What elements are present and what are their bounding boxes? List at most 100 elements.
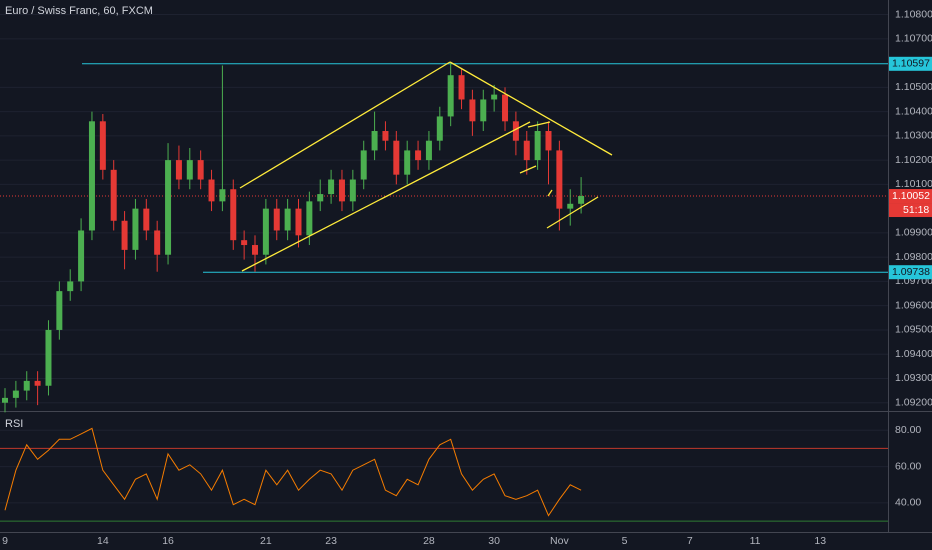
candle-body — [230, 189, 237, 241]
y-tick-label: 1.10200 — [895, 154, 932, 166]
countdown-label: 51:18 — [903, 204, 929, 216]
candle-body — [175, 160, 182, 180]
y-tick-label: 80.00 — [895, 424, 921, 436]
candle-body — [143, 208, 150, 231]
candle-body — [328, 179, 335, 195]
price-tag-label: 1.10597 — [892, 58, 930, 70]
trendline — [547, 189, 553, 197]
y-tick-label: 1.09300 — [895, 372, 932, 384]
y-tick-label: 1.09800 — [895, 251, 932, 263]
candle-body — [491, 94, 498, 100]
candle-body — [578, 196, 585, 204]
y-tick-label: 1.09400 — [895, 348, 932, 360]
candle-body — [523, 140, 530, 161]
x-tick-label: Nov — [550, 535, 569, 547]
x-tick-label: 14 — [97, 535, 109, 547]
candle-body — [349, 179, 356, 202]
candle-body — [99, 121, 106, 170]
candle-body — [219, 189, 226, 202]
candle-body — [469, 99, 476, 122]
candle-body — [12, 390, 19, 398]
candle-body — [502, 94, 509, 122]
price-tag — [889, 265, 932, 280]
candle-body — [393, 140, 400, 175]
candle-body — [436, 116, 443, 141]
x-tick-label: 28 — [423, 535, 435, 547]
price-tag — [889, 56, 932, 71]
candle-body — [284, 208, 291, 231]
candle-body — [88, 121, 95, 231]
y-tick-label: 1.10100 — [895, 178, 932, 190]
candle-body — [338, 179, 345, 202]
grid — [0, 14, 888, 504]
candle-body — [317, 194, 324, 202]
trendline — [241, 121, 531, 272]
y-tick-label: 1.09900 — [895, 227, 932, 239]
trendline — [519, 165, 537, 174]
candle-body — [154, 230, 161, 255]
price-tag-label: 1.10052 — [892, 190, 930, 202]
candle-body — [132, 208, 139, 250]
y-tick-label: 1.10400 — [895, 105, 932, 117]
y-tick-label: 1.10500 — [895, 81, 932, 93]
price-tag-label: 1.09738 — [892, 266, 930, 278]
candle-body — [295, 208, 302, 236]
trendlines — [239, 61, 613, 272]
candle-body — [447, 75, 454, 117]
y-tick-label: 40.00 — [895, 497, 921, 509]
candle-body — [371, 131, 378, 151]
candle-body — [262, 208, 269, 255]
candle-body — [2, 397, 8, 403]
candle-body — [458, 75, 465, 100]
candle-body — [545, 131, 552, 151]
candle-body — [567, 203, 574, 209]
candle-body — [415, 150, 422, 161]
candle-body — [121, 220, 128, 250]
y-tick-label: 1.09500 — [895, 324, 932, 336]
rsi-line — [4, 427, 582, 517]
candle-body — [360, 150, 367, 180]
candle-body — [512, 121, 519, 141]
y-tick-label: 1.10300 — [895, 130, 932, 142]
candle-body — [197, 160, 204, 180]
chart-title: Euro / Swiss Franc, 60, FXCM — [5, 5, 153, 17]
x-tick-label: 23 — [325, 535, 337, 547]
candle-body — [382, 131, 389, 141]
candle-body — [23, 380, 30, 391]
candle-body — [45, 329, 52, 386]
labels: 1.09200 1.09300 1.09400 1.09500 1.09600 1.097… — [2, 8, 932, 547]
candle-body — [556, 150, 563, 209]
candle-body — [252, 245, 259, 255]
x-tick-label: 5 — [622, 535, 628, 547]
candle-body — [186, 160, 193, 180]
candle-body — [165, 160, 172, 255]
candle-body — [34, 380, 41, 386]
x-tick-label: 21 — [260, 535, 272, 547]
trendline — [527, 121, 551, 128]
candle-body — [208, 179, 215, 202]
x-tick-label: 16 — [162, 535, 174, 547]
x-tick-label: 9 — [2, 535, 8, 547]
y-tick-label: 1.10700 — [895, 33, 932, 45]
candle-body — [67, 281, 74, 292]
trendline — [239, 61, 451, 189]
candle-body — [404, 150, 411, 175]
candle-body — [534, 131, 541, 161]
x-tick-label: 7 — [687, 535, 693, 547]
y-tick-label: 1.09200 — [895, 397, 932, 409]
candle-body — [241, 240, 248, 246]
x-tick-label: 11 — [750, 535, 761, 547]
candle-body — [273, 208, 280, 231]
y-tick-label: 60.00 — [895, 460, 921, 472]
candle-body — [306, 201, 313, 236]
candle-body — [78, 230, 85, 282]
candle-body — [480, 99, 487, 122]
x-tick-label: 30 — [488, 535, 500, 547]
candle-body — [425, 140, 432, 161]
rsi-title: RSI — [5, 418, 23, 430]
trendline — [449, 61, 613, 156]
candle-body — [56, 291, 63, 330]
countdown-tag — [889, 203, 932, 218]
